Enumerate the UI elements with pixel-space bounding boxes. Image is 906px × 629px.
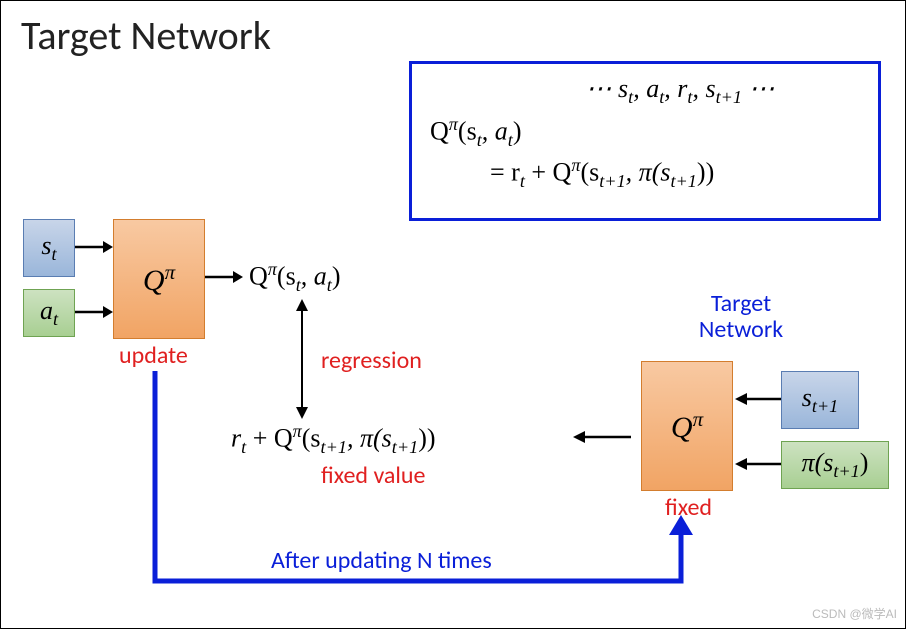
arrow-snext-to-q (733, 391, 781, 407)
arrow-a-to-q (75, 304, 115, 320)
arrow-s-to-q (75, 239, 115, 255)
after-n-updates-label: After updating N times (271, 546, 492, 575)
pi-next-box: π(st+1) (781, 441, 889, 489)
watermark: CSDN @微学AI (812, 605, 897, 622)
s-next-box: st+1 (781, 371, 859, 429)
diagram-canvas: Target Network ⋯ st, at, rt, st+1 ⋯ Qπ(s… (0, 0, 906, 629)
arrow-pinext-to-q (733, 456, 781, 472)
formula-line2: Qπ(st, at) (430, 114, 860, 151)
formula-line3: = rt + Qπ(st+1, π(st+1)) (490, 155, 860, 192)
update-label: update (119, 341, 188, 370)
s-input-box: st (23, 219, 75, 277)
page-title: Target Network (21, 11, 271, 60)
formula-box: ⋯ st, at, rt, st+1 ⋯ Qπ(st, at) = rt + Q… (409, 61, 881, 221)
arrow-q-to-output (205, 269, 245, 285)
a-input-box: at (23, 289, 75, 337)
q-network-left: Qπ (113, 219, 205, 339)
target-network-label: TargetNetwork (681, 291, 801, 344)
q-output-label: Qπ(st, at) (249, 259, 340, 296)
formula-line1: ⋯ st, at, rt, st+1 ⋯ (500, 74, 860, 108)
